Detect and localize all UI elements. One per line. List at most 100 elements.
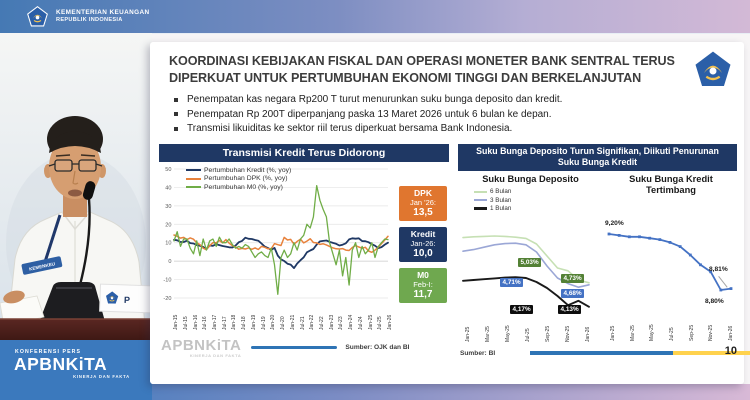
callout-kredit: Kredit Jan-26: 10,0: [399, 226, 447, 262]
svg-text:0: 0: [168, 259, 171, 265]
callout-period: Jan '26:: [409, 197, 437, 207]
data-label-1bulan: 4,17%: [510, 305, 534, 315]
presentation-slide: KOORDINASI KEBIJAKAN FISKAL DAN OPERASI …: [150, 42, 750, 384]
transmisi-chart-title: Transmisi Kredit Terus Didorong: [159, 143, 449, 162]
m0-line-swatch: [186, 186, 201, 189]
slide-header: KOORDINASI KEBIJAKAN FISKAL DAN OPERASI …: [150, 42, 744, 86]
ministry-line2: REPUBLIK INDONESIA: [56, 16, 123, 23]
speaker-illustration: KEMENKEU P: [0, 33, 152, 345]
legend-label: Pertumbuhan DPK (%, yoy): [204, 175, 288, 183]
brand-tagline: KINERJA DAN FAKTA: [73, 374, 130, 380]
svg-text:30: 30: [165, 204, 171, 210]
svg-text:-10: -10: [163, 277, 171, 283]
bullet-list: Penempatan kas negara Rp200 T turut menu…: [174, 94, 744, 134]
speaker-badge-text: KEMENKEU: [29, 261, 56, 271]
svg-text:50: 50: [165, 167, 171, 173]
app-header-bar: KEMENTERIAN KEUANGAN REPUBLIK INDONESIA: [0, 0, 750, 34]
data-label-880: 8,80%: [705, 297, 724, 305]
chart-suku-bunga-kredit: Suku Bunga Kredit Tertimbang 9,20% 8,81%…: [605, 174, 737, 345]
bottom-gradient-strip: [0, 384, 750, 400]
footer-accent-bar-blue: [530, 351, 673, 356]
chart-suku-bunga-deposito: Suku Bunga Deposito 6 Bulan 3 Bulan 1 Bu…: [458, 174, 603, 345]
watermark-tagline: KINERJA DAN FAKTA: [189, 352, 242, 358]
panel-suku-bunga: Suku Bunga Deposito Turun Signifikan, Di…: [458, 143, 750, 374]
deposito-legend: 6 Bulan 3 Bulan 1 Bulan: [474, 188, 603, 212]
data-label-6bulan: 4,73%: [561, 274, 585, 284]
data-label-1bulan: 4,13%: [558, 305, 582, 315]
accent-line-blue: [251, 346, 338, 350]
data-label-3bulan: 4,71%: [500, 278, 524, 288]
slide-title: KOORDINASI KEBIJAKAN FISKAL DAN OPERASI …: [169, 53, 684, 86]
callout-value: 11,7: [413, 288, 433, 300]
charts-row: Transmisi Kredit Terus Didorong Pertumbu…: [150, 138, 750, 374]
ministry-name: KEMENTERIAN KEUANGAN REPUBLIK INDONESIA: [56, 9, 150, 23]
kredit-chart-title: Suku Bunga Kredit Tertimbang: [629, 173, 713, 196]
transmisi-legend: Pertumbuhan Kredit (%, yoy) Pertumbuhan …: [186, 167, 291, 193]
kredit-line-chart: [607, 232, 733, 292]
footer-accent-bar-yellow: [673, 351, 750, 356]
slide-title-line2: DIPERKUAT UNTUK PERTUMBUHAN EKONOMI TING…: [169, 70, 642, 85]
bullet-item: Penempatan Rp 200T diperpanjang paska 13…: [174, 109, 744, 120]
kredit-plot-area: 9,20% 8,81% 8,80%: [605, 206, 737, 318]
brand-kicker: KONFERENSI PERS: [15, 349, 82, 355]
callout-value: 10,0: [413, 247, 433, 259]
brand-logo-text: APBNKiTA: [14, 354, 108, 374]
transmisi-callouts: DPK Jan '26: 13,5 Kredit Jan-26: 10,0 M0…: [399, 185, 447, 309]
watermark: APBNKiTA KINERJA DAN FAKTA: [161, 338, 241, 358]
legend-item-kredit: Pertumbuhan Kredit (%, yoy): [186, 167, 291, 174]
svg-text:40: 40: [165, 185, 171, 191]
ministry-line1: KEMENTERIAN KEUANGAN: [56, 9, 150, 17]
page-number: 10: [724, 345, 737, 358]
six-bulan-swatch: [474, 190, 487, 193]
bullet-item: Transmisi likuiditas ke sektor riil teru…: [174, 123, 744, 134]
kredit-x-axis-labels: Jan-25 Mar-25 May-25 Jul-25 Sep-25 Nov-25 Jan-…: [610, 324, 734, 341]
callout-series: Kredit: [410, 228, 436, 239]
callout-m0: M0 Feb-I: 11,7: [399, 267, 447, 303]
callout-series: DPK: [414, 187, 432, 198]
legend-label: 3 Bulan: [490, 196, 512, 204]
three-bulan-swatch: [474, 199, 487, 202]
suku-bunga-panel-title: Suku Bunga Deposito Turun Signifikan, Di…: [458, 143, 737, 171]
data-label-881: 8,81%: [709, 265, 728, 273]
panel-left-footer: APBNKiTA KINERJA DAN FAKTA Sumber: OJK d…: [161, 338, 447, 358]
kredit-line-swatch: [186, 168, 201, 172]
callout-period: Feb-I:: [413, 279, 433, 289]
panel-right-footer: Sumber: BI 10: [458, 345, 750, 361]
slide-title-line1: KOORDINASI KEBIJAKAN FISKAL DAN OPERASI …: [169, 54, 675, 68]
deposito-plot-area: 5,03% 4,73% 4,71% 4,68% 4,17% 4,13%: [458, 210, 603, 319]
press-conference-brand-band: KONFERENSI PERS APBNKiTA KINERJA DAN FAK…: [0, 340, 152, 400]
callout-period: Jan-26:: [410, 238, 436, 248]
data-label-3bulan: 4,68%: [561, 289, 585, 299]
panel-transmisi-kredit: Transmisi Kredit Terus Didorong Pertumbu…: [159, 143, 449, 374]
deposito-chart-title: Suku Bunga Deposito: [482, 173, 579, 184]
callout-dpk: DPK Jan '26: 13,5: [399, 185, 447, 221]
svg-text:10: 10: [165, 240, 171, 246]
suku-bunga-body: Suku Bunga Deposito 6 Bulan 3 Bulan 1 Bu…: [458, 174, 737, 345]
source-right: Sumber: BI: [460, 350, 496, 358]
watermark-logo: APBNKiTA: [161, 336, 242, 354]
dpk-line-swatch: [186, 177, 201, 180]
transmisi-chart-body: Pertumbuhan Kredit (%, yoy) Pertumbuhan …: [159, 162, 449, 374]
transmisi-x-axis-labels: Jan-15 Jul-15 Jan-16 Jul-16 Jan-17 Jul-17 Jan-…: [173, 314, 393, 330]
kemenkeu-logo-icon: [27, 6, 48, 27]
svg-text:-20: -20: [163, 296, 171, 302]
data-label-6bulan: 5,03%: [518, 258, 542, 268]
deposito-x-axis-labels: Jan-25 Mar-25 May-25 Jul-25 Sep-25 Nov-25 Jan-…: [465, 325, 591, 343]
speaker-video-feed: KEMENKEU P: [0, 33, 152, 400]
data-label-start: 9,20%: [605, 219, 624, 227]
kemenkeu-slide-logo-icon: [693, 49, 733, 89]
legend-label: Pertumbuhan Kredit (%, yoy): [204, 166, 292, 174]
callout-series: M0: [417, 269, 429, 280]
bullet-item: Penempatan kas negara Rp200 T turut menu…: [174, 94, 744, 105]
legend-item-m0: Pertumbuhan M0 (%, yoy): [186, 184, 291, 191]
nameplate-text: P: [124, 295, 130, 305]
legend-label: Pertumbuhan M0 (%, yoy): [204, 183, 283, 191]
legend-item-dpk: Pertumbuhan DPK (%, yoy): [186, 175, 291, 182]
source-left: Sumber: OJK dan BI: [345, 344, 410, 352]
footer-accent-bar: [530, 351, 750, 356]
legend-label: 6 Bulan: [490, 188, 512, 196]
svg-text:20: 20: [165, 222, 171, 228]
one-bulan-swatch: [474, 207, 487, 210]
transmisi-line-chart: -20 -10 0 10 20 30 40 50: [163, 167, 389, 302]
callout-value: 13,5: [413, 206, 433, 218]
